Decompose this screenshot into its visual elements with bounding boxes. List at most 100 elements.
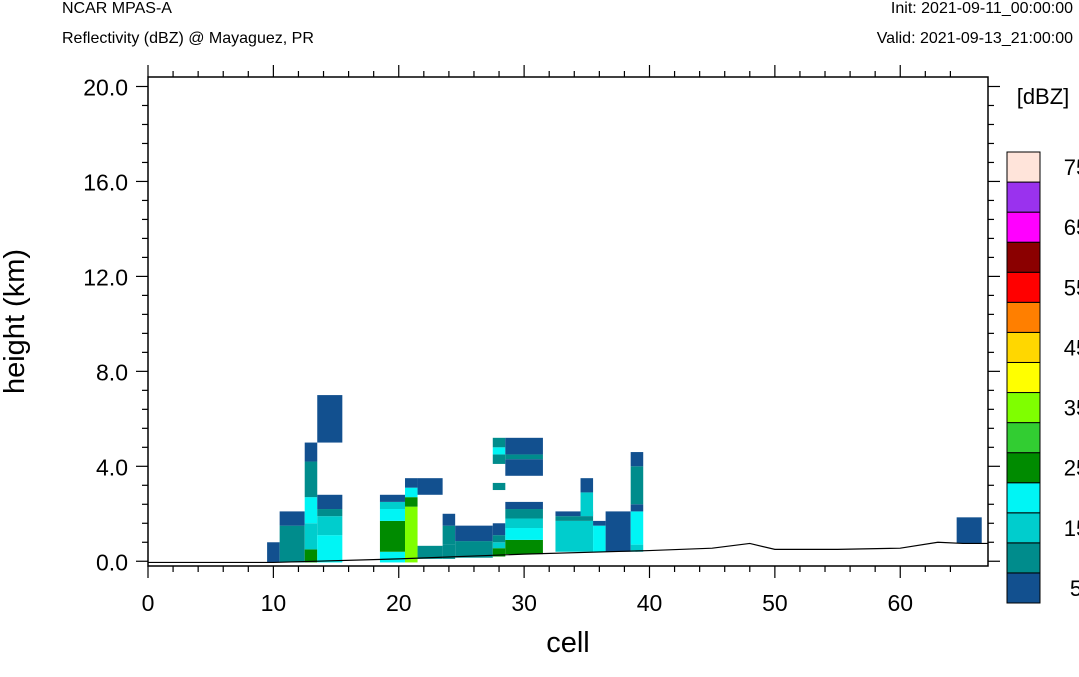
reflectivity-cell bbox=[379, 520, 406, 552]
colorbar-swatch bbox=[1006, 241, 1041, 273]
reflectivity-cell bbox=[417, 478, 443, 495]
colorbar-swatch bbox=[1006, 271, 1041, 303]
reflectivity-cell bbox=[505, 518, 543, 529]
reflectivity-cell bbox=[580, 478, 594, 493]
colorbar-units-label: [dBZ] bbox=[1017, 84, 1070, 109]
axis-ticks bbox=[136, 65, 1000, 578]
colorbar-tick-label: 5 bbox=[1070, 576, 1079, 601]
reflectivity-cell bbox=[317, 395, 343, 443]
plot-title: NCAR MPAS-A bbox=[62, 0, 172, 17]
colorbar-swatch bbox=[1006, 392, 1041, 424]
reflectivity-cell bbox=[956, 517, 982, 544]
reflectivity-cell bbox=[630, 452, 644, 467]
reflectivity-cell bbox=[455, 525, 493, 542]
colorbar-swatch bbox=[1006, 482, 1041, 514]
reflectivity-cell bbox=[492, 454, 506, 464]
reflectivity-cell bbox=[379, 551, 406, 563]
reflectivity-cell bbox=[304, 523, 318, 550]
reflectivity-cell bbox=[492, 447, 506, 455]
colorbar-swatch bbox=[1006, 542, 1041, 574]
reflectivity-cell bbox=[405, 506, 418, 563]
reflectivity-cell bbox=[405, 487, 418, 498]
reflectivity-cell bbox=[505, 454, 543, 460]
y-axis-label: height (km) bbox=[0, 249, 31, 394]
colorbar-swatch bbox=[1006, 331, 1041, 363]
reflectivity-cell bbox=[317, 516, 343, 536]
y-tick-label: 4.0 bbox=[96, 454, 128, 480]
x-tick-label: 40 bbox=[637, 590, 663, 616]
reflectivity-cell bbox=[492, 548, 506, 557]
reflectivity-cell bbox=[317, 509, 343, 517]
reflectivity-cell bbox=[630, 504, 644, 512]
colorbar-tick-label: 65 bbox=[1064, 215, 1079, 240]
reflectivity-cell bbox=[267, 542, 280, 563]
x-tick-label: 10 bbox=[261, 590, 287, 616]
reflectivity-cell bbox=[304, 461, 318, 498]
valid-time-label: Valid: 2021-09-13_21:00:00 bbox=[876, 30, 1073, 47]
reflectivity-cell bbox=[317, 535, 343, 563]
reflectivity-cell bbox=[505, 437, 543, 455]
colorbar-swatch bbox=[1006, 301, 1041, 333]
reflectivity-cell bbox=[279, 511, 305, 526]
reflectivity-cell bbox=[304, 549, 318, 563]
reflectivity-cell bbox=[455, 541, 493, 558]
x-tick-label: 20 bbox=[386, 590, 412, 616]
colorbar-tick-label: 15 bbox=[1064, 516, 1079, 541]
reflectivity-cell bbox=[304, 497, 318, 524]
y-tick-label: 12.0 bbox=[83, 264, 128, 290]
reflectivity-cell bbox=[580, 492, 594, 517]
reflectivity-cell bbox=[593, 525, 606, 552]
colorbar-swatch bbox=[1006, 452, 1041, 484]
reflectivity-cell bbox=[417, 545, 443, 559]
plot-subtitle: Reflectivity (dBZ) @ Mayaguez, PR bbox=[62, 30, 314, 47]
terrain-profile bbox=[148, 541, 988, 564]
reflectivity-cell bbox=[555, 516, 594, 521]
colorbar-swatch bbox=[1006, 211, 1041, 243]
x-tick-label: 60 bbox=[887, 590, 913, 616]
reflectivity-cell bbox=[405, 478, 418, 488]
reflectivity-cell bbox=[555, 520, 594, 552]
y-tick-label: 16.0 bbox=[83, 169, 128, 195]
reflectivity-cell bbox=[630, 466, 644, 505]
y-tick-label: 0.0 bbox=[96, 549, 128, 575]
reflectivity-cell bbox=[605, 511, 631, 552]
colorbar-swatch bbox=[1006, 151, 1041, 183]
reflectivity-cell bbox=[505, 459, 543, 476]
terrain-line bbox=[148, 541, 988, 564]
colorbar-tick-label: 45 bbox=[1064, 335, 1079, 360]
reflectivity-cell bbox=[505, 528, 543, 540]
reflectivity-cell bbox=[405, 497, 418, 507]
reflectivity-cell bbox=[492, 482, 506, 491]
colorbar-swatch bbox=[1006, 181, 1041, 213]
colorbar-swatch bbox=[1006, 572, 1041, 604]
colorbar-swatch bbox=[1006, 512, 1041, 544]
reflectivity-cell bbox=[555, 511, 594, 517]
reflectivity-cell bbox=[492, 523, 506, 536]
x-tick-label: 0 bbox=[142, 590, 155, 616]
reflectivity-cell bbox=[317, 494, 343, 510]
colorbar-tick-label: 35 bbox=[1064, 396, 1079, 421]
reflectivity-cell bbox=[379, 509, 406, 521]
colorbar-swatch bbox=[1006, 422, 1041, 454]
reflectivity-cell bbox=[630, 544, 644, 552]
colorbar-swatch bbox=[1006, 361, 1041, 394]
reflectivity-cell bbox=[593, 520, 606, 526]
y-tick-label: 20.0 bbox=[83, 74, 128, 100]
reflectivity-cells bbox=[267, 395, 982, 563]
plot-frame bbox=[147, 76, 989, 567]
reflectivity-cell bbox=[304, 442, 318, 462]
reflectivity-cell bbox=[379, 501, 406, 510]
reflectivity-cell bbox=[492, 542, 506, 549]
y-tick-label: 8.0 bbox=[96, 359, 128, 385]
colorbar: 5 15 25 35 45 55 65 75 bbox=[1006, 151, 1079, 604]
colorbar-tick-label: 55 bbox=[1064, 275, 1079, 300]
reflectivity-cell bbox=[442, 525, 456, 545]
x-axis-label: cell bbox=[546, 627, 590, 659]
reflectivity-cell bbox=[492, 535, 506, 543]
reflectivity-cell bbox=[505, 539, 543, 555]
reflectivity-cell bbox=[442, 513, 456, 526]
reflectivity-cell bbox=[379, 494, 406, 502]
colorbar-tick-label: 25 bbox=[1064, 456, 1079, 481]
reflectivity-cell bbox=[630, 511, 644, 545]
y-tick-labels: 0.0 4.0 8.0 12.0 16.0 20.0 bbox=[83, 74, 128, 575]
